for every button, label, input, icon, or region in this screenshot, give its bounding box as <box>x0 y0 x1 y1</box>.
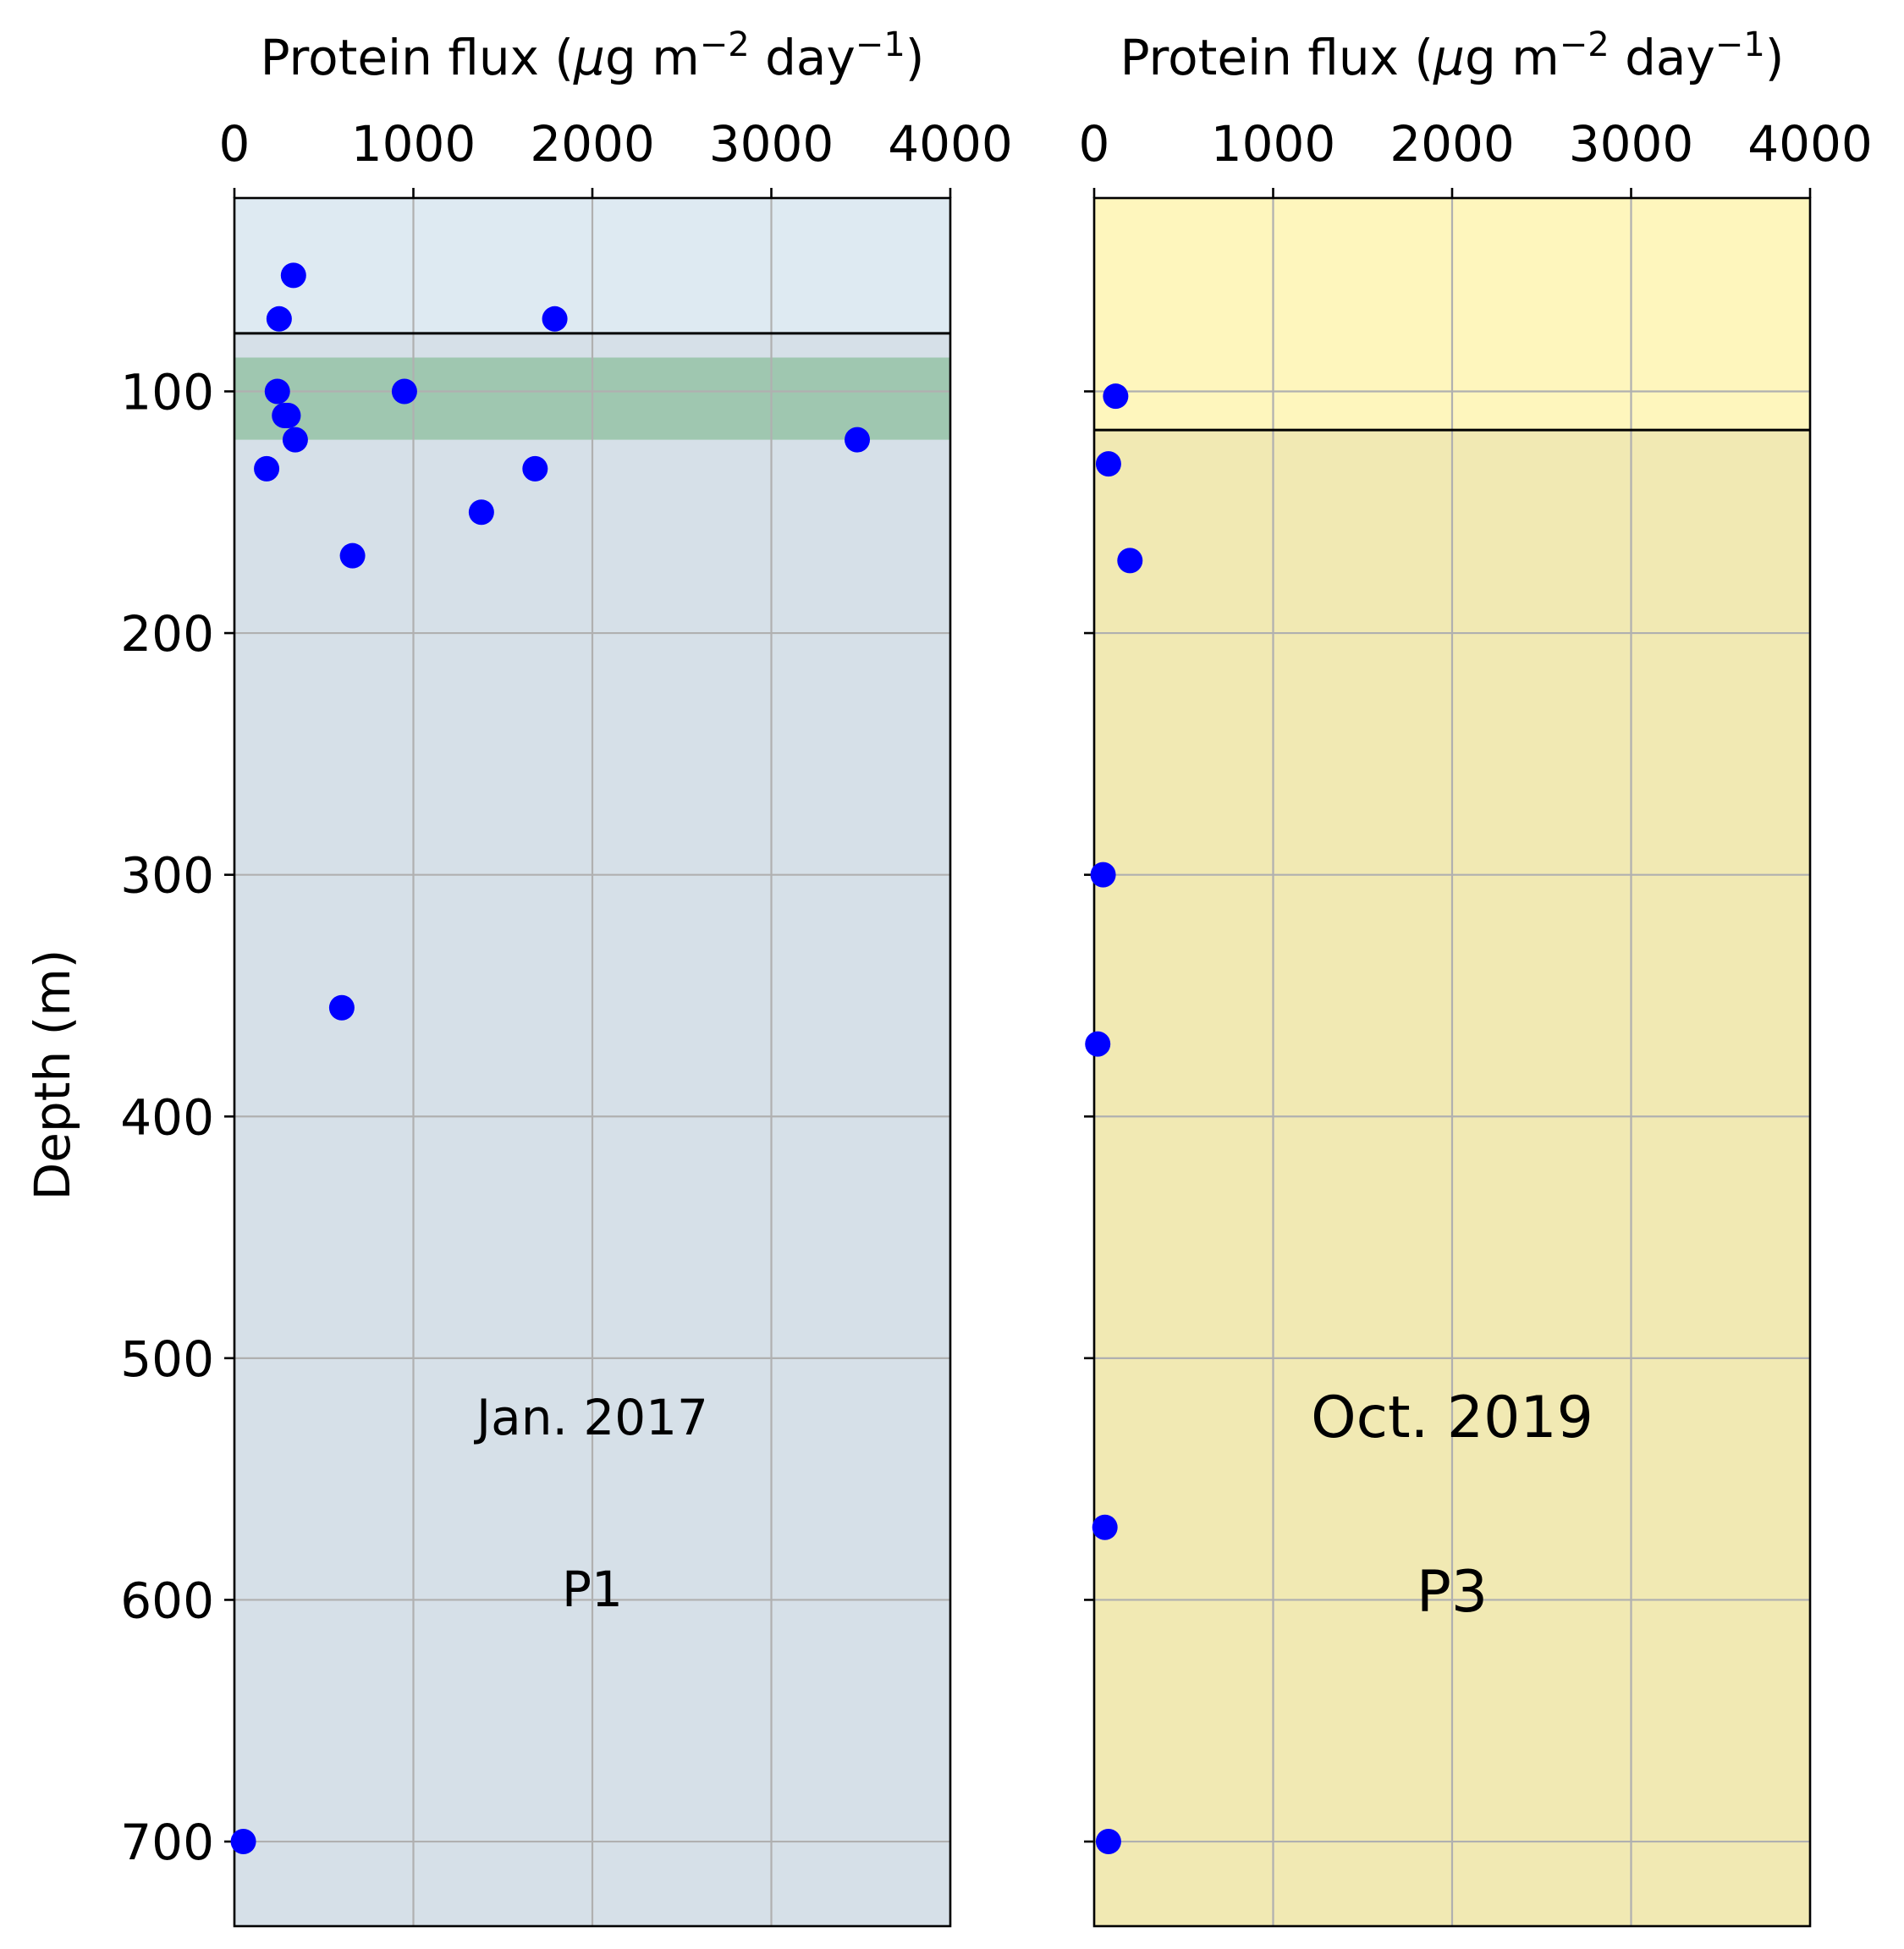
data-point <box>1095 1829 1121 1855</box>
y-tick-label: 400 <box>120 1088 214 1146</box>
x-tick-label: 2000 <box>530 115 655 173</box>
x-axis-unit-mass: g m <box>1465 29 1560 86</box>
data-point <box>542 306 568 332</box>
data-point <box>1103 383 1129 410</box>
data-point <box>266 306 292 332</box>
annotation-date: Jan. 2017 <box>474 1389 708 1446</box>
data-point <box>230 1829 256 1855</box>
x-axis-unit-mass: g m <box>605 29 700 86</box>
data-point <box>1090 862 1116 888</box>
x-tick-label: 2000 <box>1389 115 1515 173</box>
data-point <box>845 427 871 453</box>
mu-symbol: μ <box>1433 29 1465 86</box>
y-tick-label: 700 <box>120 1814 214 1871</box>
x-axis-unit-exp2: −1 <box>1715 25 1765 64</box>
data-point <box>275 403 301 429</box>
annotation-station: P3 <box>1417 1559 1488 1626</box>
x-axis-unit-time: day <box>750 29 856 86</box>
x-axis-unit-close: ) <box>905 29 925 86</box>
y-axis-label: Depth (m) <box>24 950 81 1201</box>
y-tick-label: 300 <box>120 847 214 905</box>
x-axis-unit-open: ( <box>1399 29 1434 86</box>
x-tick-label: 3000 <box>709 115 834 173</box>
data-point <box>1085 1031 1111 1057</box>
x-tick-label: 4000 <box>1747 115 1873 173</box>
x-axis-unit-close: ) <box>1765 29 1785 86</box>
x-tick-label: 0 <box>219 115 250 173</box>
data-point <box>339 542 366 569</box>
x-axis-unit-time: day <box>1610 29 1715 86</box>
y-tick-label: 500 <box>120 1330 214 1388</box>
annotation-date: Oct. 2019 <box>1311 1385 1593 1451</box>
panel-left: 0 1000 2000 3000 4000 100 200 300 400 500 600 700 Pr… <box>120 25 1013 1928</box>
data-point <box>328 994 355 1021</box>
x-axis-unit-exp2: −1 <box>856 25 905 64</box>
x-axis-unit-exp1: −2 <box>1560 25 1610 64</box>
y-tick-label: 200 <box>120 605 214 663</box>
data-point <box>522 455 548 482</box>
x-tick-label: 1000 <box>351 115 476 173</box>
data-point <box>1117 548 1143 574</box>
annotation-station: P1 <box>562 1561 623 1618</box>
data-point <box>254 455 280 482</box>
x-tick-label: 4000 <box>888 115 1013 173</box>
x-axis-unit-exp1: −2 <box>700 25 750 64</box>
data-point <box>1095 451 1121 477</box>
data-point <box>468 499 494 526</box>
x-axis-label: Protein flux (μg m−2 day−1) <box>261 25 925 86</box>
data-point <box>1092 1514 1118 1540</box>
x-axis-label: Protein flux (μg m−2 day−1) <box>1120 25 1785 86</box>
y-tick-label: 100 <box>120 363 214 421</box>
x-tick-label: 1000 <box>1211 115 1336 173</box>
mu-symbol: μ <box>573 29 605 86</box>
x-axis-label-text: Protein flux <box>1120 29 1399 86</box>
x-tick-label: 3000 <box>1569 115 1694 173</box>
data-point <box>391 378 417 405</box>
data-point <box>264 378 290 405</box>
x-tick-label: 0 <box>1079 115 1110 173</box>
data-point <box>280 262 306 289</box>
data-point <box>282 427 308 453</box>
panel-right: 0 1000 2000 3000 4000 Protein flux (μg m−2 da… <box>1079 25 1873 1928</box>
x-axis-label-text: Protein flux <box>261 29 539 86</box>
y-tick-label: 600 <box>120 1572 214 1629</box>
x-axis-unit-open: ( <box>539 29 574 86</box>
